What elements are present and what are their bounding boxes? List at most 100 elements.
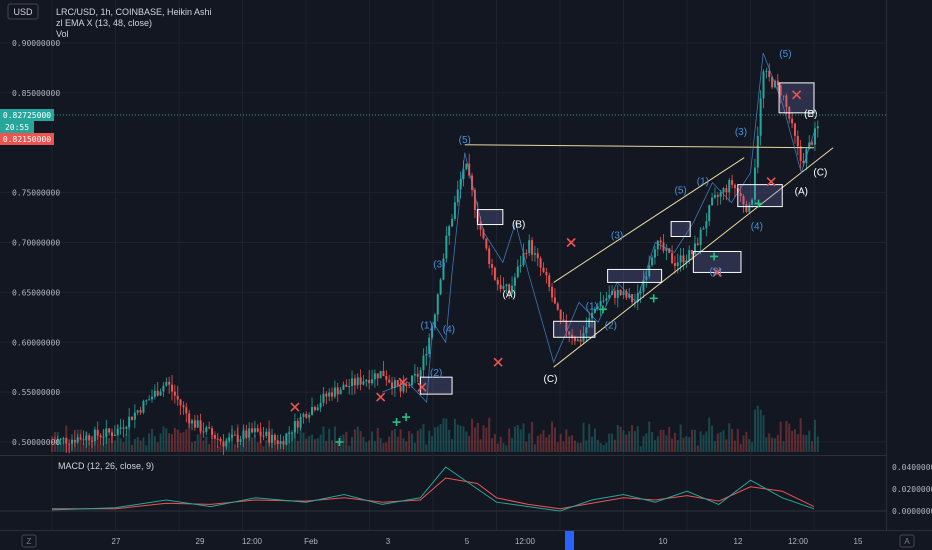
candle-body xyxy=(219,438,222,442)
volume-bar xyxy=(425,444,428,452)
price-pane[interactable] xyxy=(0,0,932,455)
wave-lines[interactable] xyxy=(382,52,815,404)
volume-bar xyxy=(696,445,699,452)
candle-body xyxy=(119,427,122,429)
candle-body xyxy=(548,275,551,287)
candle-body xyxy=(131,416,134,420)
volume-bar xyxy=(216,445,219,452)
currency-button-label[interactable]: USD xyxy=(13,7,33,17)
candle-body xyxy=(125,427,128,429)
auto-scale-label[interactable]: A xyxy=(904,537,910,546)
volume-bar xyxy=(639,446,642,452)
volume-bar xyxy=(133,438,136,452)
volume-bar xyxy=(453,418,456,452)
volume-bar xyxy=(333,426,336,452)
candle-body xyxy=(53,442,56,444)
volume-title[interactable]: Vol xyxy=(56,29,69,39)
volume-bar xyxy=(82,442,85,452)
wave-label: (3) xyxy=(735,127,747,138)
volume-bar xyxy=(139,440,142,452)
candle-body xyxy=(771,76,774,88)
volume-bar xyxy=(502,442,505,452)
candle-body xyxy=(248,428,251,438)
volume-bar xyxy=(479,439,482,452)
candle-body xyxy=(291,432,294,434)
volume-bar xyxy=(205,436,208,452)
candle-body xyxy=(196,420,199,428)
candle-body xyxy=(673,263,676,267)
wave-boxes[interactable] xyxy=(419,82,815,395)
volume-bar xyxy=(805,435,808,452)
candle-body xyxy=(253,428,256,433)
volume-bar xyxy=(171,434,174,452)
volume-bar xyxy=(391,430,394,452)
candle-body xyxy=(228,437,231,441)
candle-body xyxy=(596,306,599,309)
candle-body xyxy=(616,289,619,298)
candle-body xyxy=(371,379,374,384)
candle-body xyxy=(651,257,654,266)
volume-bar xyxy=(685,436,688,452)
candle-body xyxy=(528,240,531,254)
time-tick-label: 27 xyxy=(112,537,121,546)
volume-bar xyxy=(348,445,351,452)
time-tick-label: Feb xyxy=(304,537,318,546)
volume-bar xyxy=(551,421,554,452)
candle-body xyxy=(288,432,291,434)
candle-body xyxy=(768,70,771,77)
buy-marker xyxy=(649,294,658,303)
candle-body xyxy=(765,70,768,72)
candle-body xyxy=(428,337,431,354)
candle-body xyxy=(559,309,562,320)
time-tick-label: 12:00 xyxy=(242,537,263,546)
candle-body xyxy=(279,440,282,444)
volume-bar xyxy=(165,428,168,452)
candle-body xyxy=(333,387,336,397)
indicator-title[interactable]: zl EMA X (13, 48, close) xyxy=(56,18,152,28)
zoom-button[interactable] xyxy=(21,534,37,548)
candle-body xyxy=(782,95,785,97)
candle-body xyxy=(179,399,182,406)
candle-body xyxy=(688,249,691,261)
candle-body xyxy=(116,428,119,435)
candle-body xyxy=(156,390,159,396)
volume-bar xyxy=(128,423,131,452)
candle-body xyxy=(208,427,211,429)
candle-body xyxy=(153,390,156,397)
candle-body xyxy=(793,123,796,136)
macd-pane[interactable] xyxy=(0,456,932,530)
volume-bar xyxy=(816,436,819,452)
candle-body xyxy=(51,442,53,443)
candle-body xyxy=(251,428,254,433)
macd-title[interactable]: MACD (12, 26, close, 9) xyxy=(58,461,154,471)
time-tick-label: 3 xyxy=(386,537,391,546)
volume-bar xyxy=(776,434,779,452)
wave-label: (A) xyxy=(795,187,808,198)
countdown-badge xyxy=(0,121,34,133)
price-axis[interactable]: 0.90000000 0.85000000 0.75000000 0.70000000… xyxy=(12,39,60,447)
volume-bar xyxy=(256,442,259,452)
candle-body xyxy=(571,334,574,339)
candle-body xyxy=(573,338,576,342)
candle-body xyxy=(602,300,605,302)
candle-body xyxy=(433,314,436,328)
candle-body xyxy=(285,433,288,445)
zoom-icon[interactable]: Z xyxy=(27,537,32,546)
candle-body xyxy=(496,279,499,285)
wave-box xyxy=(607,268,663,283)
candle-body xyxy=(373,373,376,380)
candle-body xyxy=(776,80,779,86)
candle-body xyxy=(656,240,659,250)
candle-body xyxy=(456,189,459,203)
candle-body xyxy=(811,142,814,145)
volume-bar xyxy=(711,425,714,452)
candle-body xyxy=(359,377,362,385)
auto-scale-button[interactable] xyxy=(899,534,915,548)
volume-bar xyxy=(559,433,562,452)
candle-body xyxy=(676,262,679,267)
currency-button[interactable] xyxy=(7,3,39,20)
volume-bar xyxy=(251,437,254,452)
